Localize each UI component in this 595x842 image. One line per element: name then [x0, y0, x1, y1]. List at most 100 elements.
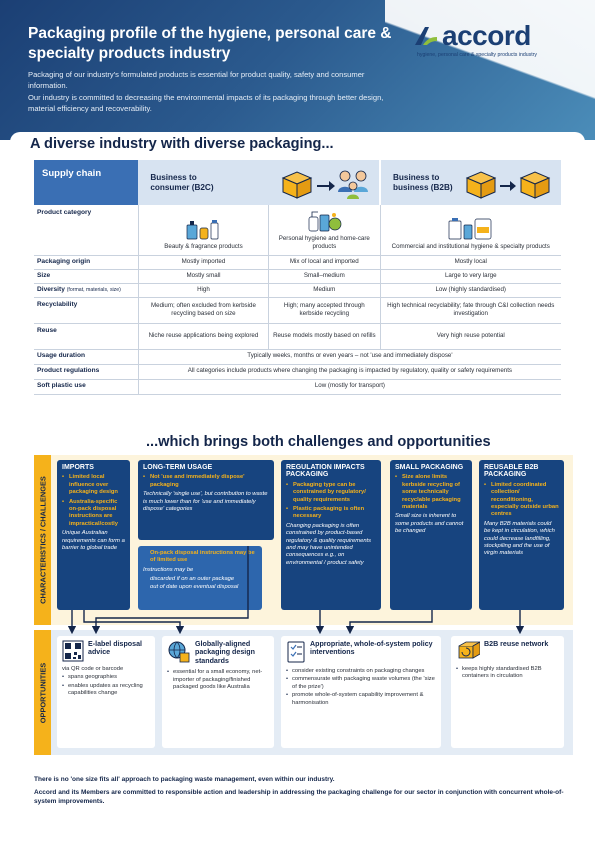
table-row-diversity: Diversity (format, materials, size) High… [34, 283, 561, 298]
reuse-box-icon [458, 641, 480, 659]
qr-code-icon [62, 640, 84, 662]
row-label: Recyclability [34, 297, 139, 324]
b2c-title: Business to consumer (B2C) [150, 172, 214, 192]
challenge-note: Changing packaging is often constrained … [286, 522, 372, 566]
box-to-box-icon [465, 170, 551, 199]
box-to-consumers-icon [281, 170, 368, 199]
header-banner [0, 0, 595, 140]
challenge-small-packaging: SMALL PACKAGING Size alone limits kerbsi… [390, 460, 472, 610]
opportunity-title: Appropriate, whole-of-system policy inte… [310, 640, 433, 657]
opportunity-bullet: consider existing constraints on packagi… [286, 668, 436, 676]
opportunity-bullet: essential for a small economy, net-impor… [167, 669, 269, 691]
opportunity-e-label: E-label disposal advice via QR code or b… [57, 636, 155, 748]
table-cell: High; many accepted through kerbside rec… [268, 297, 381, 324]
table-row-product-category: Product category Beauty & fragrance prod… [34, 205, 561, 256]
table-cell: Large to very large [380, 269, 561, 284]
table-row-product-regulations: Product regulations All categories inclu… [34, 364, 561, 380]
supply-chain-header: Supply chain [34, 160, 139, 205]
category-cell-beauty: Beauty & fragrance products [138, 205, 270, 256]
category-cell-personal: Personal hygiene and home-care products [268, 205, 381, 256]
row-label: Product category [34, 205, 139, 256]
table-cell: Medium; often excluded from kerbside rec… [138, 297, 270, 324]
table-row-size: Size Mostly small Small–medium Large to … [34, 269, 561, 284]
section-title-challenges-opportunities: ...which brings both challenges and oppo… [146, 434, 491, 450]
challenge-title: SMALL PACKAGING [395, 464, 464, 471]
challenge-reusable-b2b: REUSABLE B2B PACKAGING Limited coordinat… [479, 460, 564, 610]
opportunity-bullet: keeps highly standardised B2B containers… [456, 666, 559, 681]
row-label-sub: (format, materials, size) [66, 286, 121, 293]
challenge-bullet: Size alone limits kerbside recycling of … [395, 474, 467, 511]
table-cell: Very high reuse potential [380, 323, 561, 350]
table-cell: Mostly local [380, 255, 561, 270]
challenges-band-label: CHARACTERISTICS / CHALLENGES [38, 476, 47, 604]
row-label-text: Diversity [37, 285, 65, 293]
opportunity-bullet: promote whole-of-system capability impro… [286, 692, 436, 707]
opportunity-b2b-reuse: B2B reuse network keeps highly standardi… [451, 636, 564, 748]
opportunity-global-standards: Globally-aligned packaging design standa… [162, 636, 274, 748]
opportunity-bullet: spans geographies [62, 674, 150, 682]
opportunity-bullet: commensurate with packaging waste volume… [286, 676, 436, 691]
category-text-personal: Personal hygiene and home-care products [278, 235, 370, 251]
section-title-diverse-industry: A diverse industry with diverse packagin… [30, 136, 334, 152]
challenge-note: Technically 'single use', but contributi… [143, 491, 268, 513]
row-label: Size [34, 269, 139, 284]
opportunity-intro: via QR code or barcode [62, 666, 124, 672]
challenge-bullet: Limited local influence over packaging d… [62, 474, 125, 496]
challenge-bullet: Limited coordinated collection/ recondit… [484, 482, 559, 519]
accord-logo-mark-icon [415, 27, 437, 45]
challenge-long-term-sub: On-pack disposal instructions may be of … [138, 546, 262, 610]
table-cell: All categories include products where ch… [138, 364, 561, 380]
packaging-table: Supply chain Business to consumer (B2C) [34, 160, 561, 395]
row-label: Reuse [34, 323, 139, 350]
challenge-bullet: On-pack disposal instructions may be of … [150, 550, 255, 564]
challenge-bullet: Packaging type can be constrained by reg… [286, 482, 376, 504]
table-cell: Mostly small [138, 269, 270, 284]
accord-logo: accord hygiene, personal care & specialt… [413, 22, 573, 68]
category-cell-commercial: Commercial and institutional hygiene & s… [380, 205, 561, 256]
opportunity-title: B2B reuse network [484, 640, 549, 648]
table-cell: High [138, 283, 270, 298]
b2b-header: Business to business (B2B) [379, 160, 561, 205]
challenge-bullet: out of date upon eventual disposal [150, 583, 239, 590]
table-cell: Mostly imported [138, 255, 270, 270]
category-text-beauty: Beauty & fragrance products [164, 243, 243, 251]
table-row-reuse: Reuse Niche reuse applications being exp… [34, 323, 561, 350]
row-label: Soft plastic use [34, 379, 139, 395]
b2b-title: Business to business (B2B) [393, 172, 453, 192]
challenge-imports: IMPORTS Limited local influence over pac… [57, 460, 130, 610]
footer-statement: There is no 'one size fits all' approach… [34, 775, 564, 810]
row-label: Packaging origin [34, 255, 139, 270]
challenge-title: LONG-TERM USAGE [143, 464, 213, 471]
challenges-band: CHARACTERISTICS / CHALLENGES [34, 455, 51, 625]
challenge-note: Many B2B materials could be kept in circ… [484, 520, 555, 557]
challenge-bullet: discarded if on an outer package [150, 576, 235, 583]
challenge-bullet: Australia-specific on-pack disposal inst… [62, 499, 125, 529]
challenge-note: Unique Australian requirements can form … [62, 530, 125, 552]
intro-paragraph-2: Our industry is committed to decreasing … [28, 93, 384, 113]
challenge-note: Instructions may be [143, 566, 194, 573]
challenge-regulation: REGULATION IMPACTS PACKAGING Packaging t… [281, 460, 381, 610]
category-text-commercial: Commercial and institutional hygiene & s… [391, 243, 550, 251]
page-title: Packaging profile of the hygiene, person… [28, 25, 392, 62]
challenge-title: REGULATION IMPACTS PACKAGING [286, 464, 365, 479]
logo-wordmark: accord [442, 20, 531, 51]
row-label: Diversity (format, materials, size) [34, 283, 139, 298]
table-cell: Typically weeks, months or even years – … [138, 349, 561, 365]
intro-text: Packaging of our industry's formulated p… [28, 70, 388, 116]
table-row-recyclability: Recyclability Medium; often excluded fro… [34, 297, 561, 324]
commercial-containers-icon [448, 218, 492, 240]
table-cell: Reuse models mostly based on refills [268, 323, 381, 350]
hygiene-products-icon [308, 211, 342, 232]
logo-tagline: hygiene, personal care & specialty produ… [417, 52, 537, 58]
b2c-header: Business to consumer (B2C) [138, 160, 380, 205]
challenge-bullet: Plastic packaging is often necessary [286, 506, 376, 521]
challenge-title: REUSABLE B2B PACKAGING [484, 464, 539, 479]
opportunity-bullet: enables updates as recycling capabilitie… [62, 683, 150, 698]
challenge-title: IMPORTS [62, 464, 94, 471]
globe-box-icon [168, 641, 190, 663]
opportunity-policy: Appropriate, whole-of-system policy inte… [281, 636, 441, 748]
opportunity-title: Globally-aligned packaging design standa… [195, 640, 255, 665]
intro-paragraph-1: Packaging of our industry's formulated p… [28, 70, 365, 90]
row-label: Product regulations [34, 364, 139, 380]
policy-checklist-icon [287, 641, 305, 663]
